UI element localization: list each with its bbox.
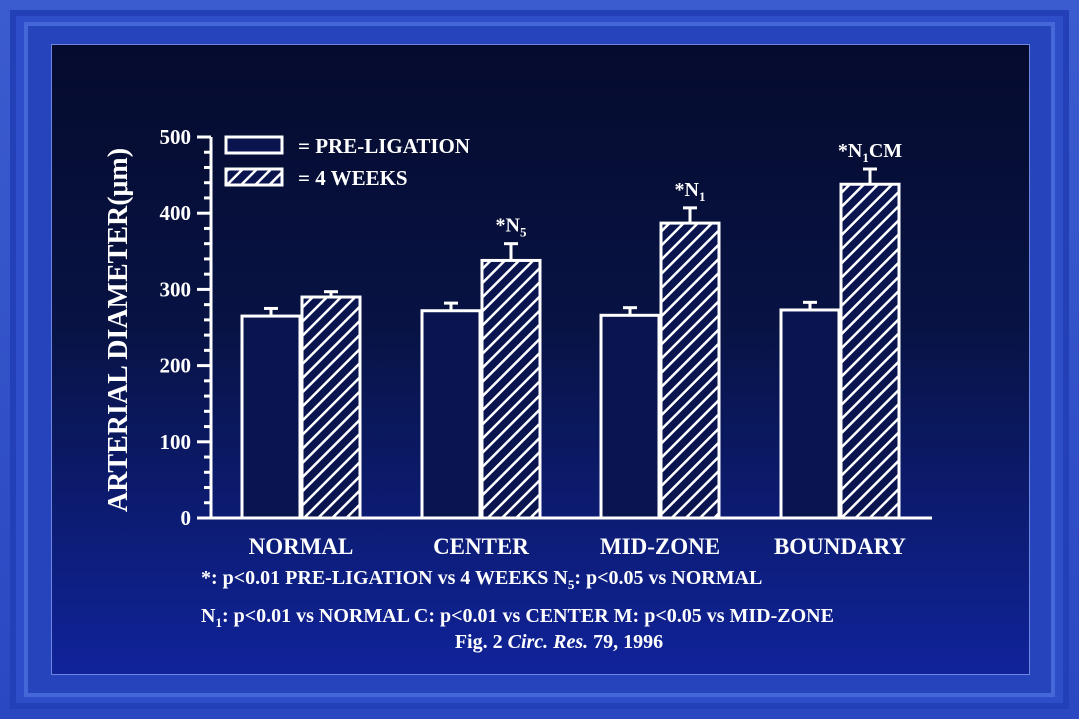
y-tick-label: 500 <box>160 125 192 149</box>
x-tick-label: MID-ZONE <box>600 534 720 559</box>
bar-pre-ligation <box>599 313 661 520</box>
y-tick-label: 300 <box>160 277 192 301</box>
y-tick-label: 200 <box>160 354 192 378</box>
bar-4-weeks <box>839 182 901 520</box>
footnotes: *: p<0.01 PRE-LIGATION vs 4 WEEKS N5: p<… <box>201 567 834 653</box>
bar-pre-ligation <box>240 314 302 520</box>
bar-4-weeks <box>300 295 362 520</box>
bar-pre-ligation <box>779 308 841 520</box>
bars: NORMAL CENTER MID-ZONE BOUNDARY <box>240 167 906 559</box>
legend: = PRE-LIGATION = 4 WEEKS <box>224 134 470 190</box>
annotations: *N5 *N1 *N1CM <box>496 140 903 240</box>
bar-4-weeks <box>480 258 542 520</box>
significance-label: *N1CM <box>838 140 902 165</box>
y-axis-label: ARTERIAL DIAMETER(μm) <box>103 148 134 512</box>
legend-label: = 4 WEEKS <box>298 166 408 190</box>
y-tick-label: 100 <box>160 430 192 454</box>
legend-label: = PRE-LIGATION <box>298 134 470 158</box>
significance-label: *N1 <box>675 179 706 204</box>
y-tick-label: 400 <box>160 201 192 225</box>
x-tick-label: NORMAL <box>249 534 354 559</box>
y-tick-label: 0 <box>181 506 192 530</box>
bar-pre-ligation <box>420 309 482 520</box>
footnote-line-2: N1: p<0.01 vs NORMAL C: p<0.01 vs CENTER… <box>201 605 834 630</box>
significance-label: *N5 <box>496 215 527 240</box>
legend-swatch-pre-ligation <box>224 135 284 155</box>
legend-swatch-4-weeks <box>224 167 284 187</box>
citation: Fig. 2 Circ. Res. 79, 1996 <box>455 631 663 653</box>
bar-4-weeks <box>659 221 721 520</box>
x-tick-label: CENTER <box>433 534 529 559</box>
footnote-line-1: *: p<0.01 PRE-LIGATION vs 4 WEEKS N5: p<… <box>201 567 762 592</box>
x-tick-label: BOUNDARY <box>774 534 906 559</box>
axes: 0 100 200 300 400 500 <box>160 125 932 530</box>
